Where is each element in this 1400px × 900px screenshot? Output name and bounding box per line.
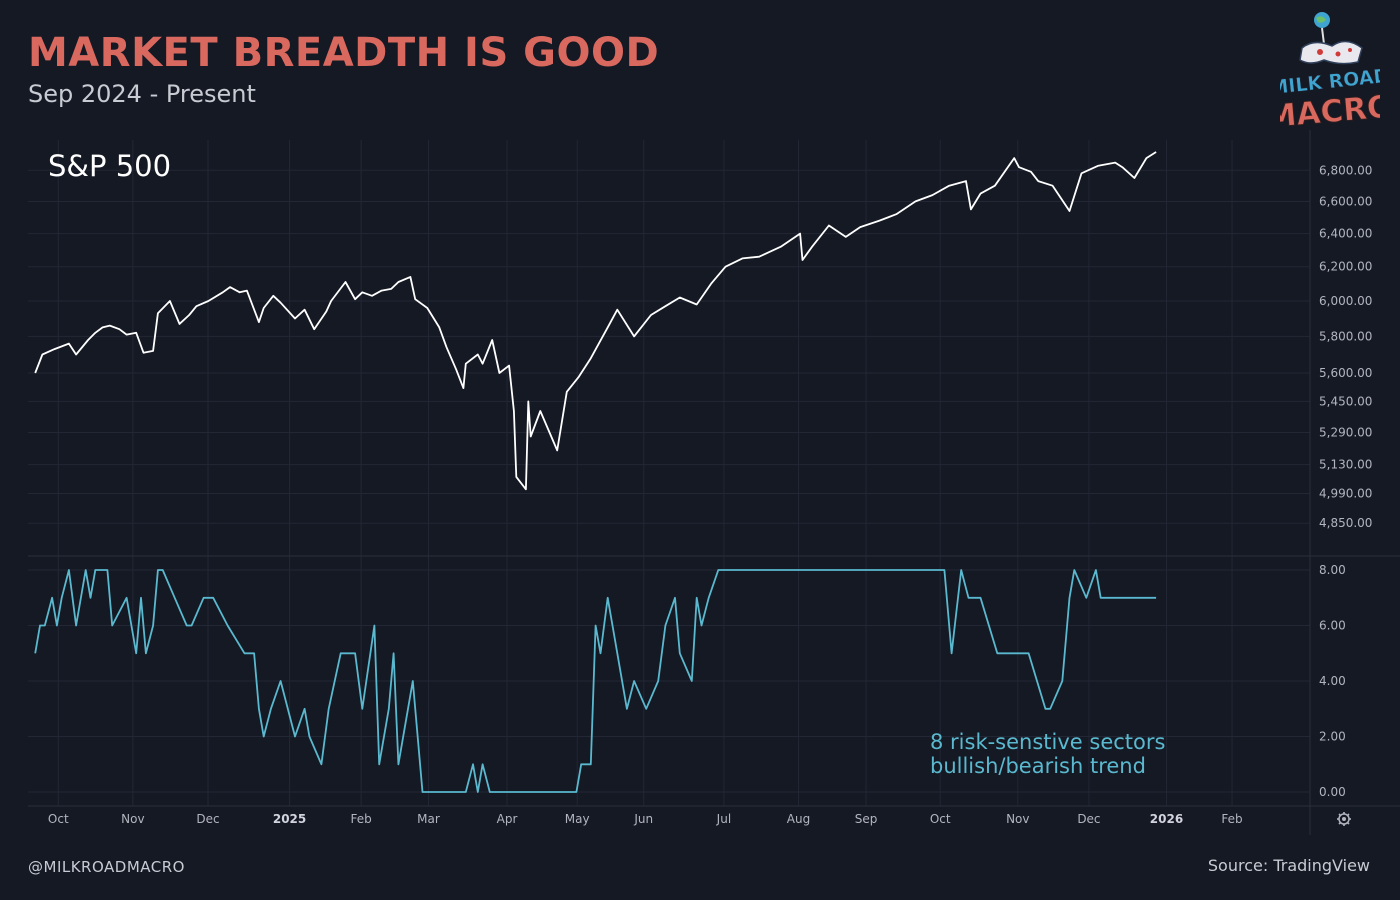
x-tick-label: May — [565, 812, 590, 826]
x-tick-label: Oct — [48, 812, 69, 826]
astronaut-cow-icon — [1299, 40, 1363, 65]
price-y-tick-label: 5,600.00 — [1319, 366, 1372, 380]
source-credit: Source: TradingView — [1207, 856, 1370, 875]
price-y-tick-label: 6,600.00 — [1319, 194, 1372, 208]
x-tick-label: Dec — [196, 812, 219, 826]
settings-gear-icon[interactable] — [1337, 812, 1351, 826]
sp500-panel-label: S&P 500 — [48, 149, 171, 183]
milk-road-macro-logo: MILK ROAD MACRO — [1280, 12, 1380, 132]
x-tick-label: 2026 — [1150, 812, 1183, 826]
breadth-panel-label: 8 risk-senstive sectors bullish/bearish … — [930, 730, 1166, 778]
breadth-line — [34, 569, 1157, 793]
social-handle: @MILKROADMACRO — [28, 858, 185, 876]
breadth-y-tick-label: 0.00 — [1319, 785, 1346, 799]
x-tick-label: Jun — [633, 812, 653, 826]
sp500-price-line — [34, 151, 1157, 491]
x-tick-label: Aug — [787, 812, 810, 826]
price-y-tick-label: 5,800.00 — [1319, 329, 1372, 343]
price-y-tick-label: 6,000.00 — [1319, 294, 1372, 308]
price-y-tick-label: 4,850.00 — [1319, 516, 1372, 530]
x-tick-label: Nov — [1006, 812, 1029, 826]
axes: Oct Nov Dec 2025 Feb Mar Apr May Jun Jul Aug Sep Oct… — [28, 130, 1400, 835]
x-tick-label: 2025 — [273, 812, 306, 826]
price-y-tick-label: 6,800.00 — [1319, 163, 1372, 177]
series — [34, 151, 1157, 793]
x-tick-label: Feb — [1221, 812, 1242, 826]
x-tick-label: Oct — [930, 812, 951, 826]
x-tick-label: Dec — [1077, 812, 1100, 826]
breadth-y-tick-label: 2.00 — [1319, 730, 1346, 744]
breadth-y-tick-label: 8.00 — [1319, 563, 1346, 577]
x-tick-label: Mar — [417, 812, 440, 826]
price-y-tick-label: 4,990.00 — [1319, 486, 1372, 500]
chart-subtitle: Sep 2024 - Present — [28, 80, 256, 108]
price-y-tick-label: 5,290.00 — [1319, 426, 1372, 440]
x-tick-label: Sep — [855, 812, 878, 826]
x-tick-label: Apr — [497, 812, 518, 826]
price-y-tick-label: 6,200.00 — [1319, 260, 1372, 274]
breadth-y-tick-label: 4.00 — [1319, 674, 1346, 688]
x-tick-label: Jul — [716, 812, 731, 826]
price-y-tick-label: 6,400.00 — [1319, 227, 1372, 241]
price-y-tick-label: 5,130.00 — [1319, 458, 1372, 472]
price-y-tick-label: 5,450.00 — [1319, 394, 1372, 408]
breadth-y-tick-label: 6.00 — [1319, 619, 1346, 633]
chart-title: MARKET BREADTH IS GOOD — [28, 30, 660, 76]
grid — [28, 140, 1310, 806]
x-tick-label: Feb — [351, 812, 372, 826]
x-tick-label: Nov — [121, 812, 144, 826]
